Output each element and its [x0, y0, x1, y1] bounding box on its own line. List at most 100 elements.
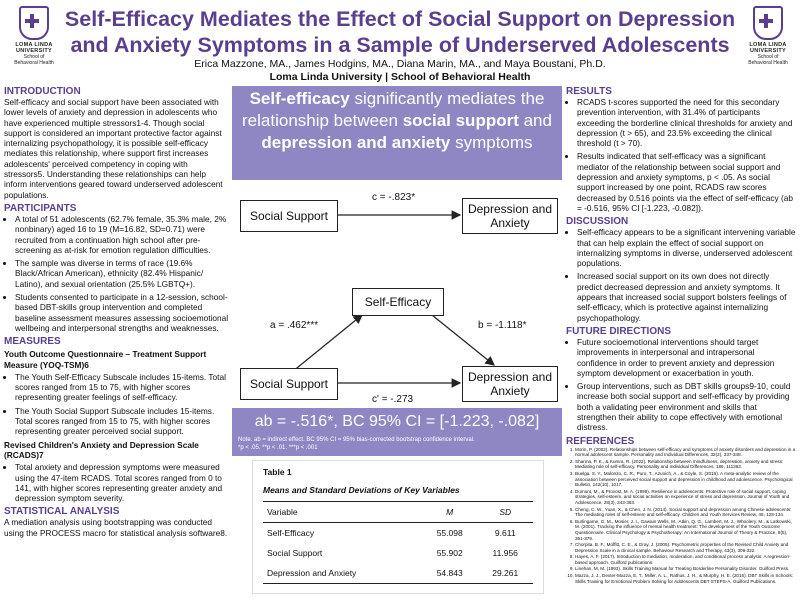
- logo-sub1: School of: [757, 54, 779, 60]
- table-header: M: [446, 507, 454, 517]
- table-row: Social Support 55.902 11.956: [263, 543, 533, 563]
- banner-part4: and: [518, 111, 552, 130]
- list-item: Group interventions, such as DBT skills …: [577, 381, 796, 432]
- list-item: Increased social support on its own does…: [577, 271, 796, 322]
- table-caption: Means and Standard Deviations of Key Var…: [263, 485, 460, 495]
- social-support-box-bottom: Social Support: [240, 368, 338, 400]
- table-cell: Depression and Anxiety: [267, 568, 357, 578]
- path-b-arrow: [431, 314, 495, 366]
- list-item: RCADS t-scores supported the need for th…: [577, 97, 796, 148]
- affiliation: Loma Linda University | School of Behavi…: [269, 71, 531, 83]
- poster-title: Self-Efficacy Mediates the Effect of Soc…: [0, 6, 800, 58]
- depression-anxiety-box-bottom: Depression and Anxiety: [462, 366, 558, 402]
- reference-item: Burlingame, G. M., Mosier, J. I., Gawain…: [575, 519, 796, 541]
- crest-icon: [19, 6, 49, 40]
- logo-sub2: Behavioral Health: [14, 60, 54, 66]
- social-support-box-top: Social Support: [240, 200, 338, 232]
- depression-anxiety-box-top: Depression and Anxiety: [462, 198, 558, 234]
- reference-item: Linehan, M. M. (1993). Skills Training M…: [575, 566, 796, 572]
- right-column: RESULTS RCADS t-scores supported the nee…: [566, 86, 796, 585]
- means-table: Variable M SD Self-Efficacy 55.098 9.611…: [263, 501, 533, 584]
- table-cell: 55.902: [436, 548, 463, 558]
- logo-name: LOMA LINDA UNIVERSITY: [749, 42, 787, 54]
- reference-item: Mazza, J. J., Dexter-Mazza, E. T., Mille…: [575, 573, 796, 584]
- banner-part2: significantly mediates the relationship …: [242, 89, 545, 130]
- statistical-analysis-heading: STATISTICAL ANALYSIS: [4, 506, 120, 518]
- list-item: Total anxiety and depression symptoms we…: [15, 462, 230, 503]
- reference-item: Cheng, C. W., Yuan, X., & Chen, J. N. (2…: [575, 507, 796, 518]
- list-item: Self-efficacy appears to be a significan…: [577, 227, 796, 268]
- table-cell: 29.261: [492, 568, 519, 578]
- statistical-analysis-text: A mediation analysis using bootstrapping…: [4, 517, 228, 538]
- reference-item: Hayes, A. F. (2017). Introduction to med…: [575, 554, 796, 565]
- reference-item: Morin, P. (2002). Relationships between …: [575, 447, 796, 458]
- logo-sub2: Behavioral Health: [748, 60, 788, 66]
- indirect-effect-statement: ab = -.516*, BC 95% CI = [-1.223, -.082]: [232, 408, 562, 436]
- crest-icon: [753, 6, 783, 40]
- rcads-list: Total anxiety and depression symptoms we…: [4, 462, 230, 503]
- table-label: Table 1: [263, 467, 292, 477]
- participants-list: A total of 51 adolescents (62.7% female,…: [4, 214, 230, 333]
- note-line2: *p < .05. **p < .01. ***p < .001: [238, 445, 318, 451]
- reference-item: Chorpita, B. F., Moffitt, C. E., & Gray,…: [575, 542, 796, 553]
- banner-part3: social support: [402, 111, 519, 130]
- logo-sub1: School of: [23, 54, 45, 60]
- table-header: SD: [499, 507, 512, 517]
- authors: Erica Mazzone, MA., James Hodgins, MA., …: [194, 58, 606, 70]
- key-finding-banner: Self-efficacy significantly mediates the…: [232, 86, 562, 182]
- participants-heading: PARTICIPANTS: [4, 202, 77, 214]
- table-cell: 9.611: [494, 528, 516, 538]
- path-b-label: b = -1.118*: [478, 320, 527, 331]
- diagram-note: Note. ab = indirect effect. BC 95% CI = …: [232, 436, 562, 456]
- banner-part5: depression and anxiety: [261, 133, 451, 152]
- diagram-arrows: [291, 210, 495, 388]
- self-efficacy-box: Self-Efficacy: [352, 288, 444, 316]
- list-item: Students consented to participate in a 1…: [15, 292, 230, 333]
- list-item: A total of 51 adolescents (62.7% female,…: [15, 214, 230, 255]
- table-cell: Self-Efficacy: [267, 528, 315, 538]
- list-item: The Youth Self-Efficacy Subscale include…: [15, 372, 230, 403]
- list-item: The sample was diverse in terms of race …: [15, 258, 230, 289]
- poster-header: LOMA LINDA UNIVERSITY School of Behavior…: [0, 0, 800, 86]
- logo-name: LOMA LINDA UNIVERSITY: [15, 42, 53, 54]
- measures-heading: MEASURES: [4, 336, 61, 348]
- table-header: Variable: [267, 507, 298, 517]
- yoq-heading: Youth Outcome Questionnaire – Treatment …: [4, 349, 207, 370]
- banner-part6: symptoms: [450, 133, 533, 152]
- banner-part1: Self-efficacy: [249, 89, 350, 108]
- discussion-list: Self-efficacy appears to be a significan…: [566, 227, 796, 323]
- path-cprime-label: c' = -.273: [372, 394, 414, 405]
- references-heading: REFERENCES: [566, 435, 635, 447]
- list-item: The Youth Social Support Subscale includ…: [15, 406, 230, 437]
- table-cell: 55.098: [436, 528, 463, 538]
- introduction-heading: INTRODUCTION: [4, 86, 81, 97]
- introduction-text: Self-efficacy and social support have be…: [4, 97, 223, 200]
- results-list: RCADS t-scores supported the need for th…: [566, 97, 796, 213]
- table-row: Depression and Anxiety 54.843 29.261: [263, 563, 533, 584]
- left-column: INTRODUCTION Self-efficacy and social su…: [4, 86, 230, 538]
- reference-item: Sharma, P. K., & Kumra, R. (2022). Relat…: [575, 459, 796, 470]
- path-c-label: c = -.823*: [372, 192, 416, 203]
- list-item: Results indicated that self-efficacy was…: [577, 151, 796, 213]
- path-a-label: a = .462***: [270, 320, 319, 331]
- means-table-panel: Table 1 Means and Standard Deviations of…: [252, 460, 544, 594]
- yoq-list: The Youth Self-Efficacy Subscale include…: [4, 372, 230, 437]
- table-cell: 11.956: [492, 548, 518, 558]
- references-list: Morin, P. (2002). Relationships between …: [566, 447, 796, 585]
- path-a-arrow: [291, 314, 363, 373]
- future-directions-heading: FUTURE DIRECTIONS: [566, 325, 671, 337]
- rcads-heading: Revised Children's Anxiety and Depressio…: [4, 439, 199, 460]
- reference-item: Buelga, S. Y., Malonzo, C. R., Puro, T.,…: [575, 471, 796, 488]
- discussion-heading: DISCUSSION: [566, 216, 629, 228]
- results-heading: RESULTS: [566, 86, 612, 97]
- future-directions-list: Future socioemotional interventions shou…: [566, 337, 796, 433]
- table-row: Self-Efficacy 55.098 9.611: [263, 523, 533, 544]
- list-item: Future socioemotional interventions shou…: [577, 337, 796, 378]
- table-header-row: Variable M SD: [263, 501, 533, 523]
- university-logo-right: LOMA LINDA UNIVERSITY School of Behavior…: [740, 6, 796, 66]
- note-line1: Note. ab = indirect effect. BC 95% CI = …: [238, 437, 475, 443]
- table-cell: Social Support: [267, 548, 323, 558]
- title-line2: and Anxiety Symptoms in a Sample of Unde…: [70, 33, 730, 57]
- table-cell: 54.843: [436, 568, 463, 578]
- reference-item: Dumont, M., & Provost, M. A. (1999). Res…: [575, 489, 796, 506]
